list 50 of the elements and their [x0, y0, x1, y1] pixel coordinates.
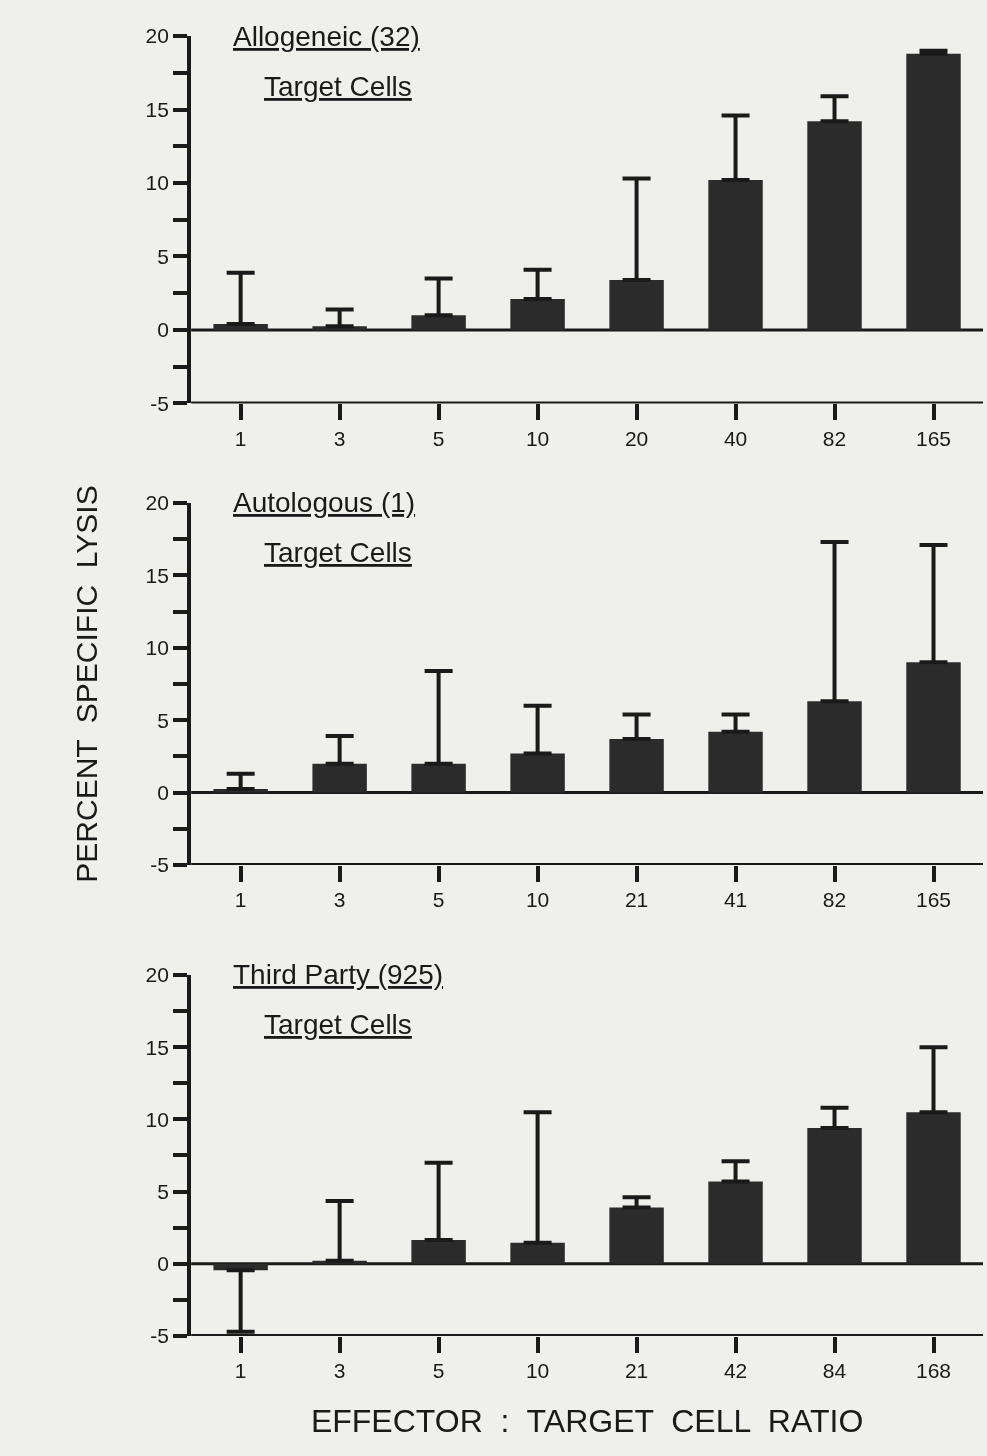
y-tick-label: 15	[145, 1035, 169, 1059]
x-tick-label: 165	[915, 426, 952, 450]
y-tick-label: 20	[145, 24, 169, 48]
y-tick-label: 5	[157, 1179, 169, 1203]
y-tick-label: 20	[145, 963, 169, 987]
x-tick-label: 21	[624, 1359, 649, 1383]
x-tick-label: 82	[822, 888, 847, 912]
y-tick-label: -5	[150, 853, 169, 877]
x-tick-label: 1	[234, 1359, 247, 1383]
x-tick-label: 1	[234, 888, 247, 912]
chart-title: Third Party (925)	[233, 959, 444, 990]
y-tick-label: 10	[145, 171, 169, 195]
x-tick-label: 3	[333, 426, 346, 450]
y-tick-label: 20	[145, 491, 169, 515]
y-tick-label: 0	[157, 1252, 169, 1276]
y-tick-label: 0	[157, 318, 169, 342]
x-tick-label: 5	[432, 888, 445, 912]
y-tick-label: 10	[145, 1107, 169, 1131]
x-tick-label: 10	[525, 426, 550, 450]
y-tick-label: 15	[145, 563, 169, 587]
x-axis-title: EFFECTOR : TARGET CELL RATIO	[310, 1403, 864, 1440]
chart-title: Allogeneic (32)	[233, 21, 420, 52]
y-tick-label: 5	[157, 244, 169, 268]
y-tick-label: 5	[157, 708, 169, 732]
x-tick-label: 5	[432, 426, 445, 450]
x-tick-label: 3	[333, 1359, 346, 1383]
x-tick-label: 10	[525, 1359, 550, 1383]
y-axis-title: PERCENT SPECIFIC LYSIS	[70, 485, 104, 883]
x-tick-label: 165	[915, 888, 952, 912]
x-tick-label: 5	[432, 1359, 445, 1383]
text: Target Cells	[264, 1009, 412, 1040]
chart-title: Autologous (1)	[233, 487, 416, 518]
x-tick-label: 42	[723, 1359, 748, 1383]
x-tick-label: 40	[723, 426, 748, 450]
x-tick-label: 20	[624, 426, 649, 450]
x-tick-label: 3	[333, 888, 346, 912]
x-tick-label: 82	[822, 426, 847, 450]
y-tick-label: -5	[150, 1324, 169, 1348]
x-tick-label: 168	[915, 1359, 952, 1383]
y-tick-label: 15	[145, 97, 169, 121]
y-tick-label: 10	[145, 636, 169, 660]
x-tick-label: 21	[624, 888, 649, 912]
y-tick-label: 0	[157, 780, 169, 804]
x-tick-label: 84	[822, 1359, 847, 1383]
text: Target Cells	[264, 537, 412, 568]
y-tick-label: -5	[150, 391, 169, 415]
text: Target Cells	[264, 71, 412, 102]
x-tick-label: 10	[525, 888, 550, 912]
x-tick-label: 1	[234, 426, 247, 450]
x-tick-label: 41	[723, 888, 748, 912]
